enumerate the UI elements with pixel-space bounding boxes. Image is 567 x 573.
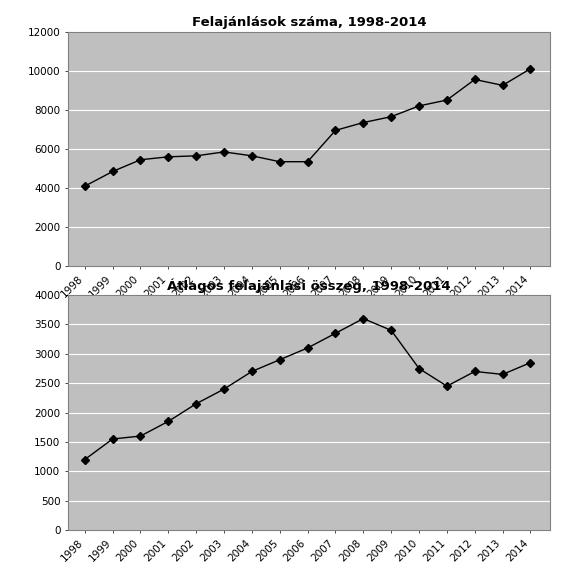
Title: Átlagos felajánlási összeg, 1998-2014: Átlagos felajánlási összeg, 1998-2014	[167, 278, 451, 293]
Title: Felajánlások száma, 1998-2014: Felajánlások száma, 1998-2014	[192, 16, 426, 29]
